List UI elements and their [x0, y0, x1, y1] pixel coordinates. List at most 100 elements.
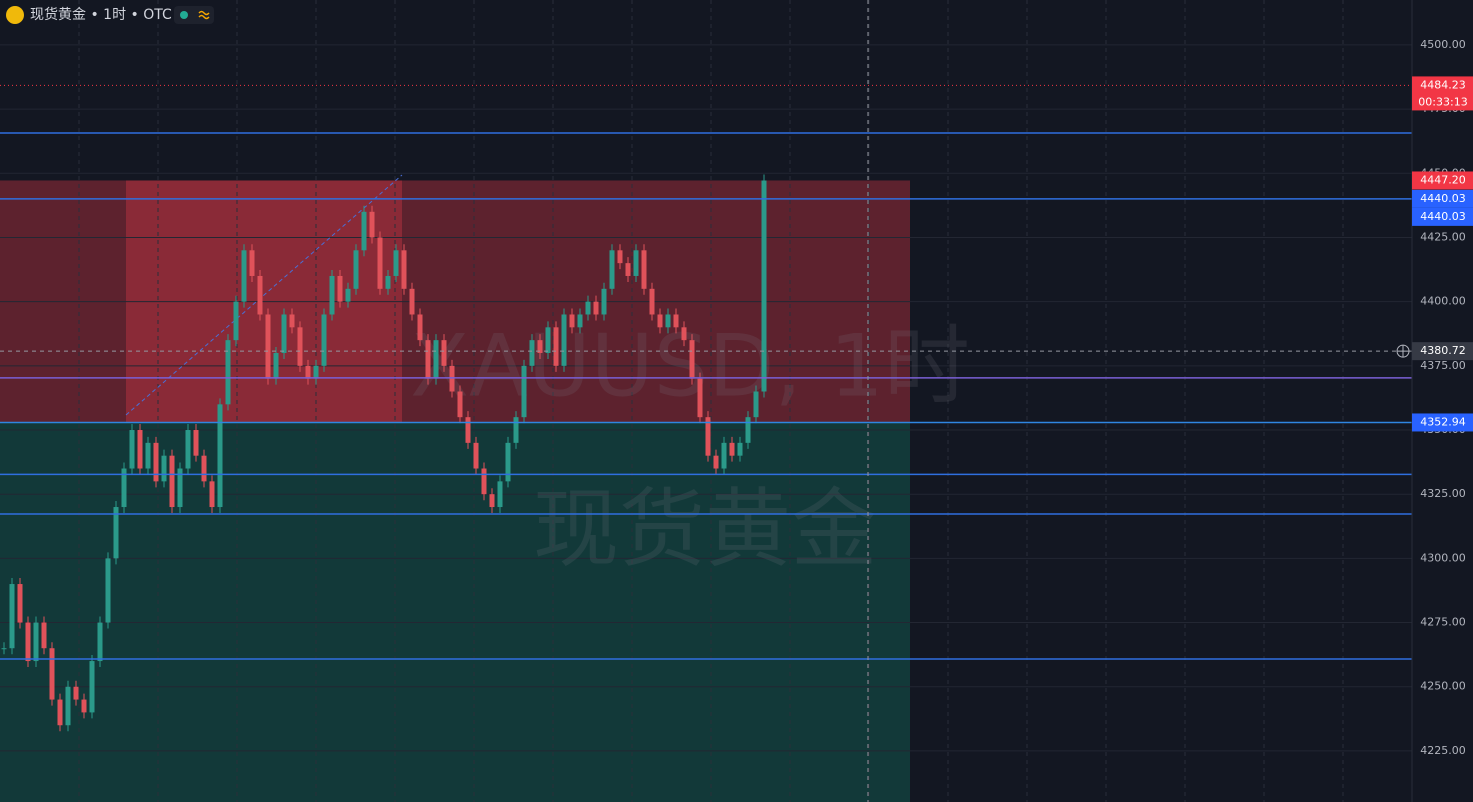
candle: [649, 288, 655, 315]
candle: [225, 340, 231, 405]
candle: [481, 468, 487, 495]
candle: [281, 314, 287, 353]
candle: [593, 301, 599, 315]
candle: [553, 327, 559, 366]
candle: [217, 404, 223, 508]
candle: [489, 494, 495, 508]
price-label: 4440.03: [1420, 210, 1466, 223]
candle: [241, 250, 247, 302]
candle: [409, 288, 415, 315]
candle: [81, 699, 87, 713]
candle: [737, 442, 743, 456]
price-label-bg: [1412, 342, 1473, 361]
y-tick-label: 4225.00: [1420, 744, 1466, 757]
candle: [537, 340, 543, 353]
source: OTC: [143, 7, 172, 23]
candle: [257, 275, 263, 315]
symbol: 现货黄金: [30, 6, 86, 23]
candle: [601, 288, 607, 315]
candle: [433, 340, 439, 379]
candle: [161, 455, 167, 482]
candle: [457, 391, 463, 418]
candle: [209, 481, 215, 508]
candle: [33, 622, 39, 662]
candle: [633, 250, 639, 276]
candle: [305, 365, 311, 379]
header: 现货黄金 • 1时 • OTC: [6, 6, 214, 24]
candle: [329, 275, 335, 315]
candle: [425, 340, 431, 379]
y-tick-label: 4325.00: [1420, 487, 1466, 500]
separator: •: [126, 7, 143, 23]
candle: [665, 314, 671, 328]
candle: [145, 442, 151, 469]
candle: [505, 442, 511, 482]
y-tick-label: 4375.00: [1420, 359, 1466, 372]
price-label-bg: [1412, 189, 1473, 208]
candle: [201, 455, 207, 482]
status-badge[interactable]: [174, 6, 214, 24]
candle: [745, 417, 751, 443]
separator: •: [86, 7, 103, 23]
candle: [417, 314, 423, 341]
candle: [193, 430, 199, 456]
candle: [377, 237, 383, 289]
candle: [761, 180, 767, 392]
candle: [1, 648, 7, 650]
candle: [449, 365, 455, 392]
candle: [513, 417, 519, 443]
candle: [657, 314, 663, 328]
candle: [753, 391, 759, 418]
candle: [41, 622, 47, 649]
candle: [337, 275, 343, 302]
candle: [345, 288, 351, 302]
candle: [97, 622, 103, 662]
candle: [89, 661, 95, 713]
y-tick-label: 4300.00: [1420, 551, 1466, 564]
candle: [369, 211, 375, 238]
candle: [289, 314, 295, 328]
candle: [673, 314, 679, 328]
candle: [353, 250, 359, 289]
candle: [321, 314, 327, 366]
candle: [137, 430, 143, 469]
price-label: 4352.94: [1420, 415, 1466, 428]
symbol-icon: [6, 6, 24, 24]
candle: [249, 250, 255, 276]
candle: [521, 365, 527, 418]
candle: [713, 455, 719, 469]
candle: [497, 481, 503, 508]
symbol-title[interactable]: 现货黄金 • 1时 • OTC: [30, 6, 172, 23]
y-tick-label: 4500.00: [1420, 38, 1466, 51]
candle: [577, 314, 583, 328]
price-label: 4484.23: [1420, 78, 1466, 91]
candle: [17, 584, 23, 623]
candle: [721, 442, 727, 469]
y-tick-label: 4250.00: [1420, 680, 1466, 693]
y-tick-label: 4275.00: [1420, 616, 1466, 629]
candle: [9, 584, 15, 649]
candle: [113, 507, 119, 559]
price-label: 4447.20: [1420, 173, 1466, 186]
candle: [393, 250, 399, 276]
y-tick-label: 4425.00: [1420, 230, 1466, 243]
candle: [473, 442, 479, 469]
candle: [361, 211, 367, 251]
countdown: 00:33:13: [1418, 95, 1467, 108]
candle: [569, 314, 575, 328]
price-label: 4380.72: [1420, 344, 1466, 357]
crosshair-plus: [1397, 345, 1409, 358]
trend-line: [125, 174, 403, 416]
candle: [681, 327, 687, 341]
candle: [529, 340, 535, 366]
y-tick-label: 4400.00: [1420, 295, 1466, 308]
candle: [585, 301, 591, 315]
zone: [0, 422, 910, 802]
candle: [169, 455, 175, 508]
candle: [129, 430, 135, 469]
price-label: 4440.03: [1420, 192, 1466, 205]
candle: [609, 250, 615, 289]
interval[interactable]: 1时: [103, 7, 126, 23]
candle: [617, 250, 623, 264]
